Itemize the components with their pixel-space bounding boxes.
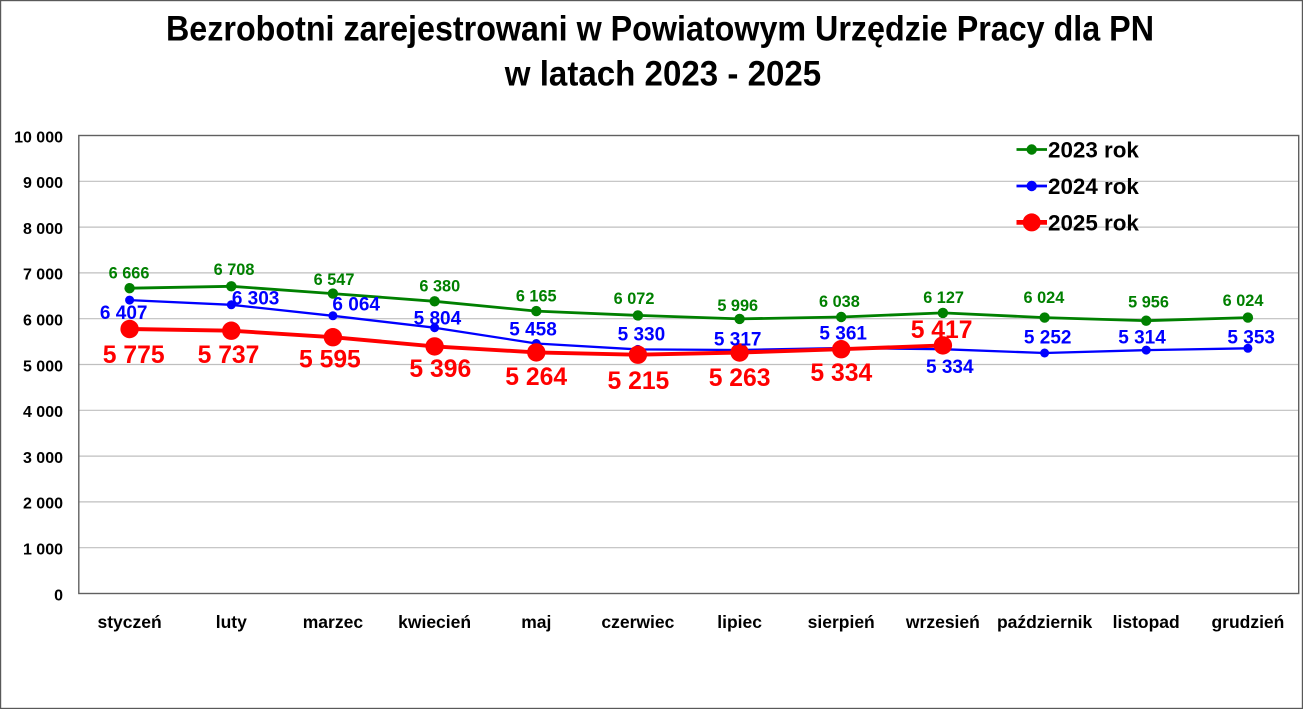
svg-text:5 353: 5 353 xyxy=(1227,327,1275,348)
svg-text:5 215: 5 215 xyxy=(608,368,670,395)
svg-text:1 000: 1 000 xyxy=(23,542,63,559)
svg-text:5 956: 5 956 xyxy=(1128,294,1169,312)
svg-text:lipiec: lipiec xyxy=(717,612,762,632)
svg-text:6 024: 6 024 xyxy=(1223,292,1264,310)
svg-text:2025 rok: 2025 rok xyxy=(1048,211,1139,236)
svg-text:5 804: 5 804 xyxy=(414,308,462,329)
svg-text:listopad: listopad xyxy=(1113,612,1180,632)
svg-text:0: 0 xyxy=(54,587,63,604)
svg-text:sierpień: sierpień xyxy=(808,612,875,632)
svg-text:3 000: 3 000 xyxy=(23,450,63,467)
svg-text:wrzesień: wrzesień xyxy=(905,612,980,632)
svg-text:5 000: 5 000 xyxy=(23,358,63,375)
svg-text:6 407: 6 407 xyxy=(100,303,148,324)
svg-text:5 996: 5 996 xyxy=(717,297,758,315)
svg-text:5 334: 5 334 xyxy=(926,357,974,378)
svg-text:5 737: 5 737 xyxy=(198,342,260,369)
svg-text:7 000: 7 000 xyxy=(23,267,63,284)
svg-text:5 330: 5 330 xyxy=(618,324,666,345)
svg-text:5 317: 5 317 xyxy=(714,329,762,350)
svg-text:5 417: 5 417 xyxy=(911,317,973,344)
svg-text:czerwiec: czerwiec xyxy=(601,612,674,632)
svg-text:2023 rok: 2023 rok xyxy=(1048,138,1139,163)
svg-text:kwiecień: kwiecień xyxy=(398,612,471,632)
svg-text:5 314: 5 314 xyxy=(1118,328,1166,349)
svg-text:luty: luty xyxy=(216,612,247,632)
svg-text:5 396: 5 396 xyxy=(409,356,471,383)
svg-text:10 000: 10 000 xyxy=(14,129,63,146)
svg-text:6 072: 6 072 xyxy=(614,290,655,308)
svg-text:6 165: 6 165 xyxy=(516,287,557,305)
svg-text:w latach 2023 - 2025: w latach 2023 - 2025 xyxy=(504,55,821,94)
svg-text:4 000: 4 000 xyxy=(23,404,63,421)
svg-text:2 000: 2 000 xyxy=(23,496,63,513)
svg-text:6 303: 6 303 xyxy=(232,288,280,309)
svg-text:6 127: 6 127 xyxy=(923,289,964,307)
svg-text:5 252: 5 252 xyxy=(1024,328,1072,349)
svg-text:maj: maj xyxy=(521,612,551,632)
svg-text:5 264: 5 264 xyxy=(505,364,567,391)
svg-text:2024 rok: 2024 rok xyxy=(1048,174,1139,199)
svg-text:6 708: 6 708 xyxy=(214,261,255,279)
svg-text:styczeń: styczeń xyxy=(97,612,161,632)
svg-text:6 064: 6 064 xyxy=(332,295,380,316)
svg-text:6 547: 6 547 xyxy=(314,271,355,289)
svg-text:6 000: 6 000 xyxy=(23,313,63,330)
svg-text:5 595: 5 595 xyxy=(299,346,361,373)
svg-text:październik: październik xyxy=(997,612,1093,632)
svg-text:5 263: 5 263 xyxy=(709,365,771,392)
svg-text:marzec: marzec xyxy=(303,612,364,632)
svg-text:5 775: 5 775 xyxy=(103,342,165,369)
svg-text:5 458: 5 458 xyxy=(509,320,557,341)
svg-text:9 000: 9 000 xyxy=(23,175,63,192)
svg-text:6 038: 6 038 xyxy=(819,293,860,311)
svg-text:6 666: 6 666 xyxy=(109,265,150,283)
svg-text:6 024: 6 024 xyxy=(1024,289,1065,307)
svg-text:5 361: 5 361 xyxy=(819,324,867,345)
svg-text:6 380: 6 380 xyxy=(419,278,460,296)
svg-text:Bezrobotni zarejestrowani w Po: Bezrobotni zarejestrowani w Powiatowym U… xyxy=(166,10,1154,49)
svg-text:8 000: 8 000 xyxy=(23,221,63,238)
svg-text:grudzień: grudzień xyxy=(1211,612,1284,632)
svg-text:5 334: 5 334 xyxy=(810,360,872,387)
